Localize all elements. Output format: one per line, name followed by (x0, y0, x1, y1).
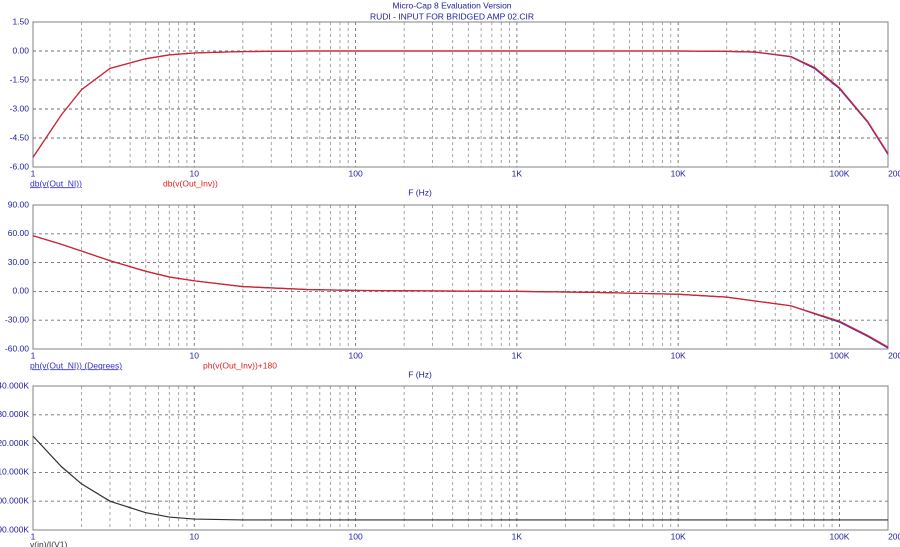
legend-entry: db(v(Out_NI)) (30, 178, 82, 188)
y-tick-label: -3.00 (10, 103, 30, 113)
x-axis-label: F (Hz) (408, 369, 432, 379)
y-tick-label: 100.000K (0, 495, 29, 505)
x-axis-label: F (Hz) (408, 187, 432, 197)
series-line (32, 50, 889, 158)
legend-entry: v(in)/I(V1) (30, 539, 67, 547)
x-tick-label: 200K (888, 350, 900, 360)
x-tick-label: 10K (671, 168, 686, 178)
title: Micro-Cap 8 Evaluation Version (392, 0, 511, 10)
y-tick-label: 120.000K (0, 438, 29, 448)
x-tick-label: 1K (512, 531, 523, 541)
x-tick-label: 100K (830, 168, 850, 178)
y-tick-label: 110.000K (0, 467, 29, 477)
series-line (32, 50, 889, 158)
x-tick-label: 1K (512, 350, 523, 360)
x-tick-label: 10 (190, 168, 200, 178)
plot-frame (32, 21, 889, 168)
x-tick-label: 200K (888, 168, 900, 178)
y-tick-label: -1.50 (10, 74, 30, 84)
x-tick-label: 10 (190, 531, 200, 541)
x-tick-label: 100 (348, 531, 362, 541)
y-tick-label: 140.000K (0, 380, 29, 390)
y-tick-label: -30.00 (5, 314, 29, 324)
x-tick-label: 10K (671, 531, 686, 541)
x-tick-label: 1 (31, 168, 36, 178)
y-tick-label: 90.000K (0, 524, 29, 534)
y-tick-label: 60.00 (8, 228, 30, 238)
plot-frame (32, 385, 889, 531)
x-tick-label: 1K (512, 168, 523, 178)
legend-entry: ph(v(Out_Inv))+180 (203, 360, 277, 370)
x-tick-label: 10 (190, 350, 200, 360)
x-tick-label: 100 (348, 350, 362, 360)
legend-entry: db(v(Out_Inv)) (163, 178, 218, 188)
y-tick-label: 1.50 (12, 16, 29, 26)
y-tick-label: 0.00 (12, 45, 29, 55)
series-line (32, 235, 889, 349)
y-tick-label: 0.00 (12, 286, 29, 296)
x-tick-label: 100K (830, 531, 850, 541)
y-tick-label: 90.00 (8, 199, 30, 209)
x-tick-label: 10K (671, 350, 686, 360)
y-tick-label: 30.00 (8, 257, 30, 267)
y-tick-label: -4.50 (10, 132, 30, 142)
x-tick-label: 200K (888, 531, 900, 541)
subtitle: RUDI - INPUT FOR BRIDGED AMP 02.CIR (370, 11, 534, 21)
x-tick-label: 1 (31, 350, 36, 360)
y-tick-label: 130.000K (0, 409, 29, 419)
x-tick-label: 100 (348, 168, 362, 178)
x-tick-label: 100K (830, 350, 850, 360)
legend-entry: ph(v(Out_NI)) (Degrees) (30, 360, 122, 370)
x-tick-label: 1 (31, 531, 36, 541)
y-tick-label: -60.00 (5, 343, 29, 353)
y-tick-label: -6.00 (10, 161, 30, 171)
plot-frame (32, 204, 889, 350)
series-line (32, 235, 889, 348)
series-line (32, 435, 888, 521)
